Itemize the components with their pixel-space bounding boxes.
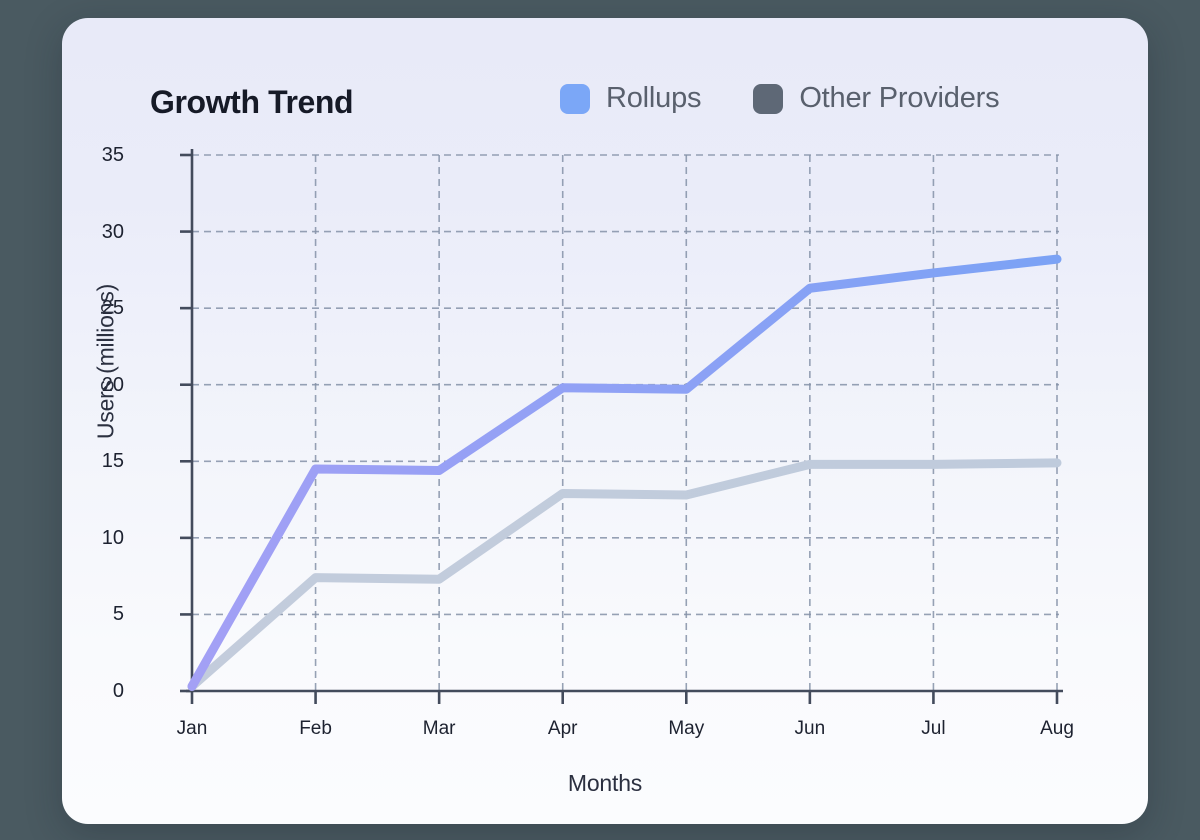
- x-tick-label: Aug: [1040, 718, 1074, 739]
- x-tick-label: Jul: [921, 718, 946, 739]
- legend-item-other-providers[interactable]: Other Providers: [753, 82, 1000, 115]
- y-tick-label: 15: [101, 450, 124, 473]
- y-axis-title: Users (millions): [92, 283, 119, 440]
- chart-legend: Rollups Other Providers: [560, 82, 1000, 115]
- y-tick-label: 5: [112, 603, 124, 626]
- y-tick-label: 30: [101, 220, 124, 243]
- x-tick-label: Jun: [794, 718, 826, 739]
- x-axis-title: Months: [567, 770, 643, 796]
- x-tick-label: Jan: [176, 718, 208, 739]
- y-tick-label: 20: [101, 373, 124, 396]
- y-tick-label: 25: [101, 297, 124, 320]
- legend-swatch-other-providers: [753, 83, 784, 114]
- x-tick-label: Feb: [299, 718, 332, 739]
- x-tick-label: May: [668, 718, 705, 739]
- legend-label-other-providers: Other Providers: [799, 82, 1000, 114]
- chart-header: Growth Trend Rollups Other Providers: [62, 76, 1148, 148]
- y-tick-label: 10: [101, 526, 124, 549]
- legend-swatch-rollups: [560, 83, 590, 114]
- legend-label-rollups: Rollups: [606, 82, 702, 114]
- line-chart-svg: [180, 149, 1063, 704]
- y-tick-label: 35: [101, 144, 124, 166]
- plot-area: 0 5 10 15 20 25 30 35 Jan Feb Mar Apr May Jun Jul Aug …: [62, 18, 1148, 824]
- legend-item-rollups[interactable]: Rollups: [560, 82, 702, 115]
- x-tick-label: Apr: [547, 718, 578, 739]
- page-title: Growth Trend: [150, 84, 354, 120]
- x-tick-label: Mar: [422, 718, 456, 739]
- chart-card: Growth Trend Rollups Other Providers 0 5 1…: [62, 18, 1148, 824]
- y-tick-label: 0: [112, 680, 124, 702]
